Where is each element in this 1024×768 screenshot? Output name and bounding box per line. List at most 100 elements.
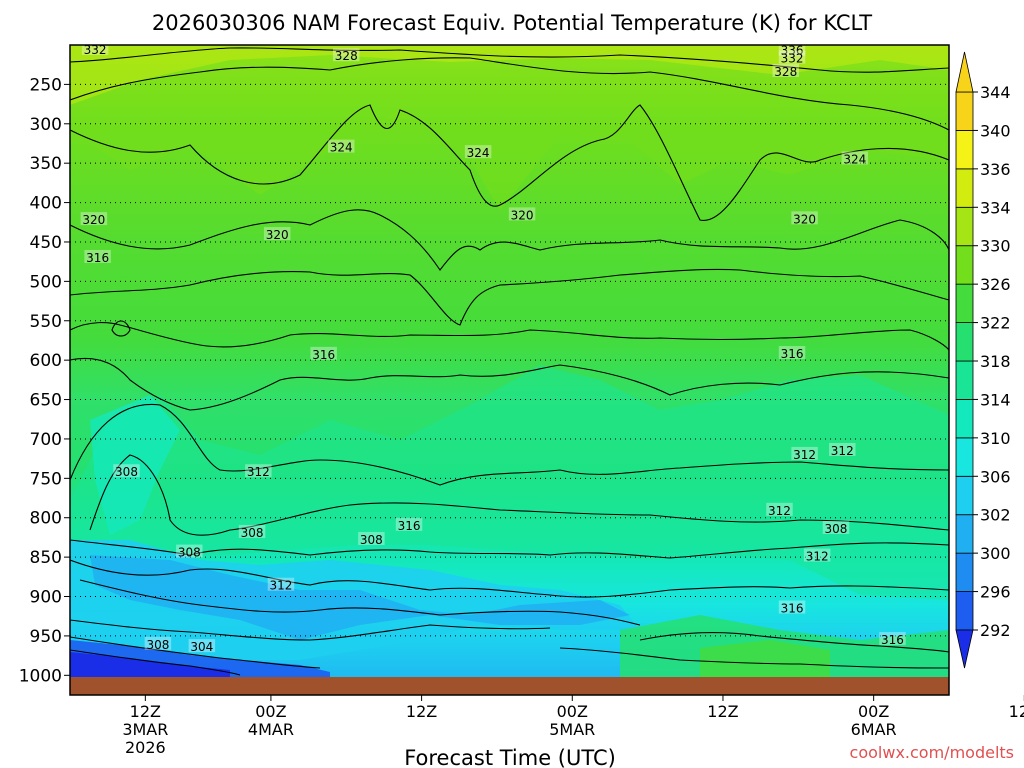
colorbar-segment bbox=[955, 360, 974, 400]
field-zone-surface-coldest bbox=[70, 652, 230, 677]
contour-label: 308 bbox=[178, 546, 201, 560]
y-tick-label: 250 bbox=[30, 75, 62, 95]
contour-label: 320 bbox=[793, 212, 816, 226]
x-tick-label-line2: 4MAR bbox=[248, 720, 294, 739]
y-tick-label: 450 bbox=[30, 233, 62, 253]
contour-300 bbox=[70, 649, 241, 676]
contour-label-bg bbox=[358, 532, 385, 545]
y-tick-label: 500 bbox=[30, 272, 62, 292]
colorbar-segment bbox=[955, 399, 974, 439]
contour-label: 312 bbox=[831, 444, 854, 458]
contour-label-bg bbox=[113, 464, 140, 478]
contour-310 bbox=[70, 559, 949, 598]
y-tick-label: 700 bbox=[30, 430, 62, 450]
contour-label: 312 bbox=[806, 550, 829, 564]
y-tick-label: 1000 bbox=[19, 666, 62, 686]
colorbar-segment bbox=[955, 552, 974, 592]
contour-label-bg bbox=[395, 517, 423, 531]
colorbar-label: 322 bbox=[980, 314, 1011, 333]
contour-label: 308 bbox=[115, 465, 138, 479]
colorbar-label: 310 bbox=[980, 429, 1011, 448]
colorbar-segment bbox=[955, 283, 974, 323]
contour-label: 316 bbox=[781, 347, 804, 361]
title-group: 2026030306 NAM Forecast Equiv. Potential… bbox=[152, 11, 872, 35]
y-tick-label: 900 bbox=[30, 588, 62, 608]
contour-label-bg bbox=[176, 544, 203, 558]
contour-label: 324 bbox=[330, 141, 353, 155]
field-zone-upper-light bbox=[70, 45, 949, 105]
contour-label: 316 bbox=[312, 348, 335, 362]
contour-label-bg bbox=[263, 227, 291, 241]
y-tick-label: 600 bbox=[30, 351, 62, 371]
colorbar-segment bbox=[955, 130, 974, 170]
colorbar-segment bbox=[955, 591, 974, 631]
contour-label-bg bbox=[84, 249, 111, 263]
ground-strip bbox=[70, 677, 949, 695]
contour-label-bg bbox=[803, 548, 831, 562]
contour-label-bg bbox=[778, 50, 806, 64]
contour-label: 328 bbox=[335, 49, 358, 63]
contour-label: 312 bbox=[793, 448, 816, 462]
x-tick-label-line2: 6MAR bbox=[851, 720, 897, 739]
y-tick-label: 350 bbox=[30, 154, 62, 174]
contour-318 bbox=[70, 357, 949, 411]
field-zone-left-cyan bbox=[90, 395, 180, 535]
contour-320 bbox=[70, 322, 949, 351]
x-tick-label-line1: 12Z bbox=[406, 702, 437, 721]
contour-label-bg bbox=[327, 139, 355, 153]
contour-label: 312 bbox=[768, 504, 791, 518]
contour-322 bbox=[70, 268, 949, 326]
field-zone-surface-warmest bbox=[700, 640, 830, 677]
contour-label-bg bbox=[778, 42, 806, 56]
colorbar-label: 314 bbox=[980, 390, 1011, 409]
contour-label: 316 bbox=[781, 602, 804, 616]
y-tick-label: 400 bbox=[30, 194, 62, 214]
contour-label: 320 bbox=[511, 208, 534, 222]
y-tick-label: 300 bbox=[30, 115, 62, 135]
colorbar-segment bbox=[955, 245, 974, 285]
colorbar: 292 296 300 302 306 310 314 318 322 326 330 334 336 3… bbox=[955, 51, 1011, 669]
colorbar-top-arrow bbox=[955, 51, 974, 93]
colorbar-bottom-arrow bbox=[955, 629, 974, 669]
plot-frame bbox=[69, 44, 950, 696]
contour-316 bbox=[70, 403, 949, 486]
colorbar-label: 302 bbox=[980, 506, 1011, 525]
colorbar-label: 306 bbox=[980, 467, 1011, 486]
colorbar-label: 334 bbox=[980, 198, 1011, 217]
chart-title: 2026030306 NAM Forecast Equiv. Potential… bbox=[152, 11, 872, 35]
contour-label: 332 bbox=[84, 43, 107, 57]
x-tick-label-line3: 2026 bbox=[125, 738, 166, 757]
contour-label: 328 bbox=[774, 65, 797, 79]
contour-label: 312 bbox=[247, 465, 270, 479]
contour-308 bbox=[79, 579, 641, 626]
contour-label-bg bbox=[508, 207, 536, 221]
contour-label: 332 bbox=[781, 52, 804, 66]
colorbar-segment bbox=[955, 168, 974, 208]
colorbar-segment bbox=[955, 514, 974, 554]
colorbar-label: 336 bbox=[980, 160, 1011, 179]
x-tick-label-line1: 00Z bbox=[557, 702, 588, 721]
contour-label: 320 bbox=[82, 213, 105, 227]
colorbar-label: 300 bbox=[980, 544, 1011, 563]
contour-label: 316 bbox=[398, 519, 421, 533]
field-shading bbox=[70, 45, 949, 677]
contour-label-bg bbox=[778, 600, 806, 614]
contour-label: 312 bbox=[270, 579, 293, 593]
colorbar-label: 292 bbox=[980, 621, 1011, 640]
contour-label-bg bbox=[841, 151, 869, 165]
colorbar-label: 340 bbox=[980, 121, 1011, 140]
contour-label-bg bbox=[791, 211, 818, 225]
x-tick-label-line1: 12Z bbox=[707, 702, 738, 721]
x-tick-label-line2: 3MAR bbox=[122, 720, 168, 739]
contour-label-bg bbox=[144, 636, 172, 650]
field-zone-upper-mid bbox=[70, 55, 949, 210]
contour-label-bg bbox=[766, 502, 793, 516]
y-tick-label: 550 bbox=[30, 312, 62, 332]
contour-label-bg bbox=[245, 464, 272, 478]
contour-label-bg bbox=[188, 639, 216, 653]
contour-label-bg bbox=[772, 64, 800, 77]
credit-text: coolwx.com/modelts bbox=[850, 743, 1014, 762]
colorbar-segment bbox=[955, 437, 974, 477]
